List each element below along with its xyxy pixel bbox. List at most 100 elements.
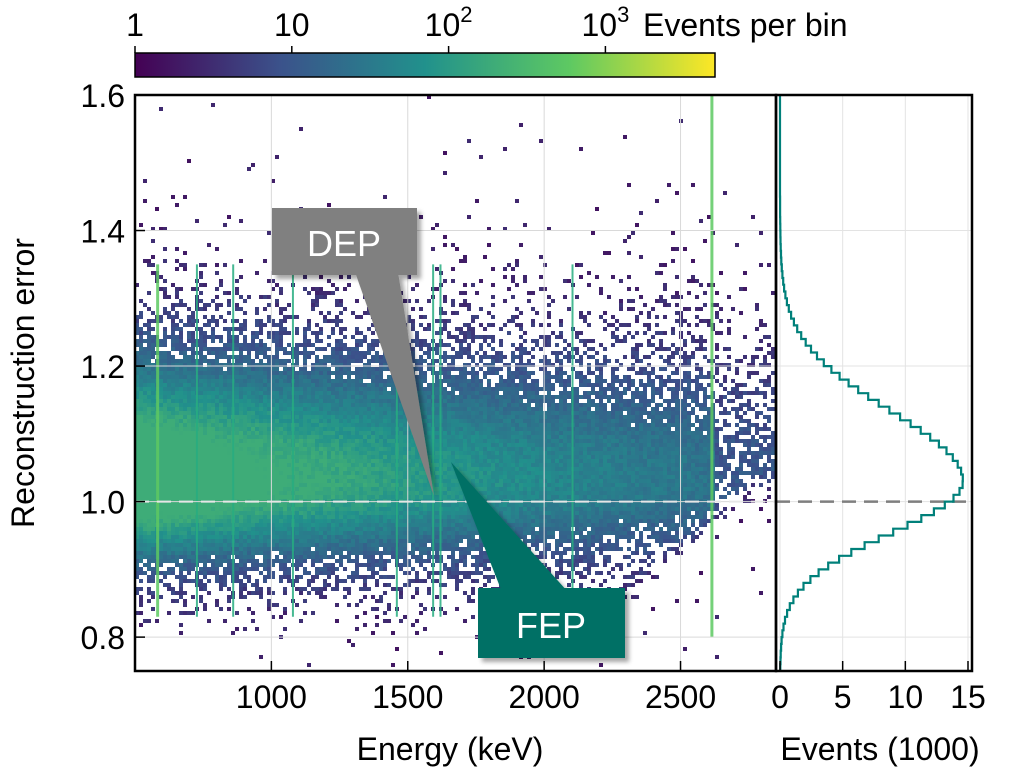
- heatmap-cell: [303, 611, 307, 615]
- heatmap-cell: [371, 387, 375, 391]
- heatmap-cell: [311, 399, 315, 403]
- heatmap-cell: [203, 447, 207, 451]
- heatmap-cell: [183, 443, 187, 447]
- heatmap-cell: [203, 459, 207, 463]
- heatmap-cell: [143, 451, 147, 455]
- heatmap-cell: [419, 511, 423, 515]
- heatmap-cell: [239, 359, 243, 363]
- heatmap-cell: [427, 591, 431, 595]
- heatmap-cell: [335, 299, 339, 303]
- heatmap-cell: [295, 407, 299, 411]
- heatmap-cell: [343, 287, 347, 291]
- heatmap-cell: [387, 575, 391, 579]
- heatmap-cell: [239, 387, 243, 391]
- heatmap-cell: [411, 519, 415, 523]
- heatmap-cell: [407, 431, 411, 435]
- heatmap-cell: [419, 475, 423, 479]
- heatmap-cell: [247, 607, 251, 611]
- heatmap-cell: [267, 419, 271, 423]
- heatmap-cell: [275, 155, 279, 159]
- heatmap-cell: [255, 391, 259, 395]
- heatmap-cell: [299, 523, 303, 527]
- heatmap-cell: [363, 339, 367, 343]
- heatmap-cell: [383, 475, 387, 479]
- heatmap-cell: [255, 627, 259, 631]
- heatmap-cell: [419, 391, 423, 395]
- heatmap-cell: [363, 383, 367, 387]
- heatmap-cell: [247, 479, 251, 483]
- heatmap-cell: [171, 451, 175, 455]
- heatmap-cell: [287, 399, 291, 403]
- heatmap-cell: [203, 535, 207, 539]
- heatmap-cell: [415, 571, 419, 575]
- heatmap-cell: [259, 419, 263, 423]
- heatmap-cell: [355, 375, 359, 379]
- heatmap-cell: [363, 515, 367, 519]
- heatmap-cell: [303, 511, 307, 515]
- heatmap-cell: [403, 419, 407, 423]
- heatmap-cell: [347, 371, 351, 375]
- heatmap-cell: [359, 507, 363, 511]
- heatmap-cell: [143, 527, 147, 531]
- heatmap-cell: [203, 439, 207, 443]
- heatmap-cell: [267, 367, 271, 371]
- heatmap-cell: [135, 407, 139, 411]
- heatmap-cell: [399, 555, 403, 559]
- heatmap-cell: [339, 331, 343, 335]
- heatmap-cell: [399, 547, 403, 551]
- heatmap-cell: [355, 447, 359, 451]
- heatmap-cell: [135, 427, 139, 431]
- heatmap-cell: [415, 339, 419, 343]
- heatmap-cell: [371, 535, 375, 539]
- heatmap-cell: [371, 491, 375, 495]
- heatmap-cell: [283, 407, 287, 411]
- heatmap-cell: [387, 415, 391, 419]
- heatmap-cell: [307, 395, 311, 399]
- heatmap-cell: [151, 339, 155, 343]
- heatmap-cell: [279, 443, 283, 447]
- heatmap-cell: [259, 403, 263, 407]
- heatmap-cell: [367, 587, 371, 591]
- heatmap-cell: [267, 575, 271, 579]
- heatmap-cell: [147, 599, 151, 603]
- heatmap-cell: [187, 531, 191, 535]
- heatmap-cell: [191, 511, 195, 515]
- heatmap-cell: [331, 491, 335, 495]
- heatmap-cell: [199, 471, 203, 475]
- heatmap-cell: [279, 579, 283, 583]
- heatmap-cell: [163, 351, 167, 355]
- heatmap-cell: [223, 479, 227, 483]
- heatmap-cell: [315, 575, 319, 579]
- heatmap-cell: [167, 527, 171, 531]
- heatmap-cell: [171, 507, 175, 511]
- heatmap-cell: [379, 559, 383, 563]
- heatmap-cell: [247, 439, 251, 443]
- heatmap-cell: [167, 419, 171, 423]
- heatmap-cell: [239, 383, 243, 387]
- heatmap-cell: [211, 523, 215, 527]
- heatmap-cell: [211, 103, 215, 107]
- heatmap-cell: [423, 359, 427, 363]
- heatmap-cell: [171, 567, 175, 571]
- heatmap-cell: [331, 327, 335, 331]
- heatmap-cell: [387, 463, 391, 467]
- heatmap-cell: [363, 611, 367, 615]
- heatmap-cell: [383, 411, 387, 415]
- heatmap-cell: [243, 563, 247, 567]
- heatmap-cell: [271, 427, 275, 431]
- heatmap-cell: [347, 587, 351, 591]
- heatmap-cell: [139, 343, 143, 347]
- heatmap-cell: [375, 483, 379, 487]
- heatmap-cell: [311, 587, 315, 591]
- heatmap-cell: [139, 311, 143, 315]
- heatmap-cell: [267, 459, 271, 463]
- heatmap-cell: [191, 395, 195, 399]
- heatmap-cell: [251, 379, 255, 383]
- heatmap-cell: [235, 539, 239, 543]
- heatmap-cell: [167, 435, 171, 439]
- heatmap-cell: [139, 327, 143, 331]
- heatmap-cell: [379, 479, 383, 483]
- heatmap-cell: [151, 351, 155, 355]
- heatmap-cell: [299, 403, 303, 407]
- heatmap-cell: [191, 383, 195, 387]
